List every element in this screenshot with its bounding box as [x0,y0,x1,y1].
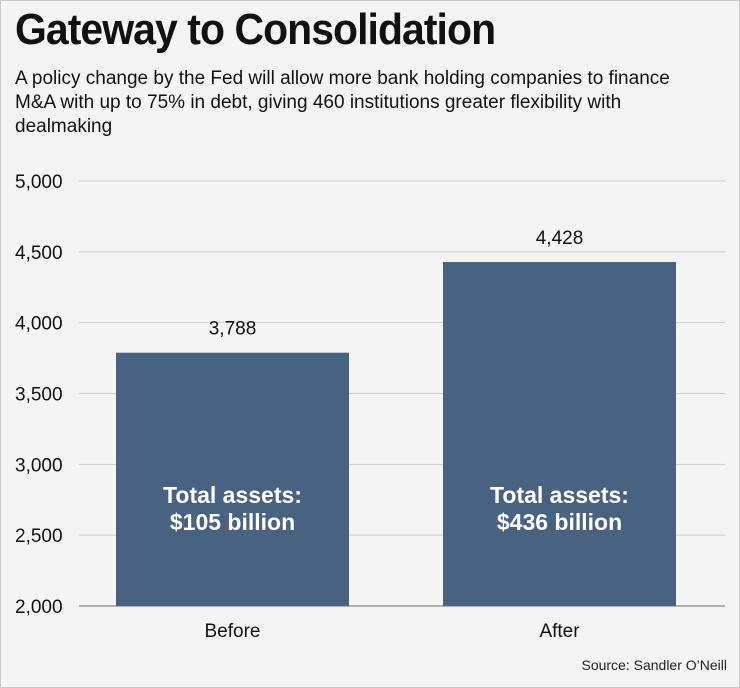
chart-subtitle: A policy change by the Fed will allow mo… [15,68,670,137]
bar-annotation: Total assets: [490,482,629,508]
y-tick-label: 3,500 [15,385,63,406]
bar-annotation: $105 billion [170,509,295,535]
bar-after [443,262,676,606]
y-tick-label: 4,000 [15,314,63,335]
data-label: 3,788 [209,319,257,340]
x-tick-label: Before [205,621,261,642]
bar-before [116,352,349,606]
y-tick-label: 2,000 [15,597,63,618]
bar-annotation: Total assets: [163,482,302,508]
data-label: 4,428 [536,228,584,249]
chart-title: Gateway to Consolidation [15,5,496,54]
bar-chart: 2,000 2,500 3,000 3,500 4,000 4,500 5,000 3,788… [15,172,725,642]
y-tick-label: 4,500 [15,243,63,264]
y-tick-label: 5,000 [15,172,63,193]
y-tick-label: 2,500 [15,526,63,547]
bar-annotation: $436 billion [497,509,622,535]
source-note: Source: Sandler O’Neill [581,657,727,673]
y-tick-label: 3,000 [15,455,63,476]
x-tick-label: After [539,621,580,642]
